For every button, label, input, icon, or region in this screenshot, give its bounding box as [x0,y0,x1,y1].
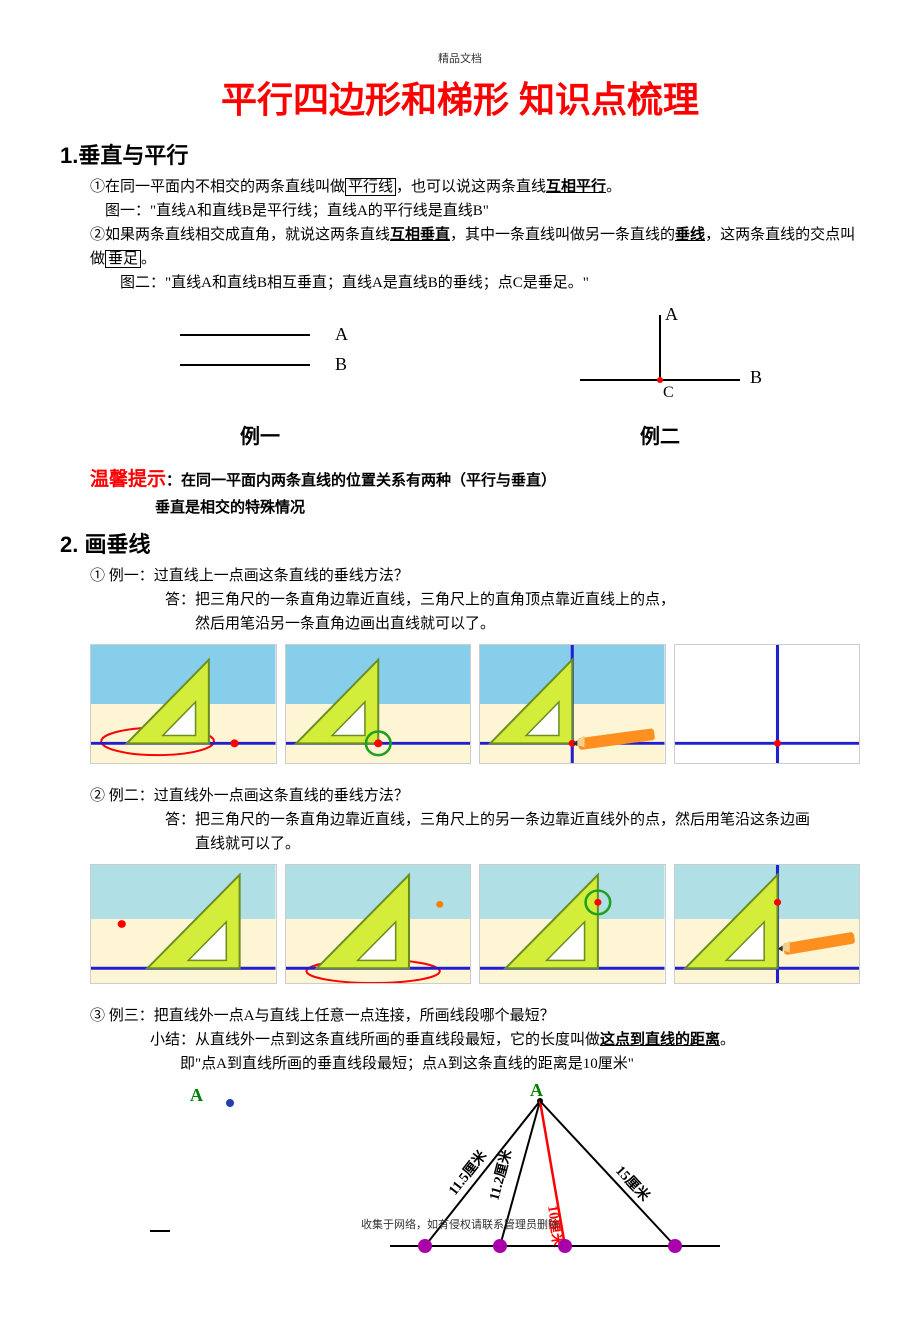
label-b: B [750,367,762,387]
s1-p1: ①在同一平面内不相交的两条直线叫做平行线，也可以说这两条直线互相平行。 [90,175,860,199]
example-2-label: 例二 [550,420,770,449]
s2-ex1-a1: 答：把三角尺的一条直角边靠近直线，三角尺上的直角顶点靠近直线上的点， [165,588,860,612]
text: 。 [720,1032,735,1048]
tri-cell [674,644,861,764]
text: 小结：从直线外一点到这条直线所画的垂直线段最短，它的长度叫做 [150,1032,600,1048]
header-note: 精品文档 [60,50,860,66]
underline-term: 互相垂直 [390,227,450,243]
label-a: A [530,1081,543,1100]
boxed-term: 平行线 [345,178,396,196]
seg-label: 11.2厘米 [485,1147,515,1202]
s2-ex1-a2: 然后用笔沿另一条直角边画出直线就可以了。 [195,612,860,636]
tip-text: ：在同一平面内两条直线的位置关系有两种（平行与垂直） [166,473,556,489]
label-b: B [335,354,347,374]
underline-term: 互相平行 [546,179,606,195]
example-2-diagram: A B C 例二 [550,305,770,449]
s1-p2: ②如果两条直线相交成直角，就说这两条直线互相垂直，其中一条直线叫做另一条直线的垂… [90,223,860,271]
foot-point [657,377,663,383]
s2-ex3-q: ③ 例三：把直线外一点A与直线上任意一点连接，所画线段哪个最短？ [90,1004,860,1028]
triangle-illustration-row-2 [90,864,860,984]
label-a: A [335,324,348,344]
tri-cell [479,864,666,984]
parallel-lines-icon: A B [150,305,370,415]
seg-label: 15厘米 [612,1162,654,1205]
footer-note: 收集于网络，如有侵权请联系管理员删除 [60,1216,860,1232]
tri-cell [285,644,472,764]
tip-label: 温馨提示 [90,469,166,490]
s1-fig1-caption: 图一："直线A和直线B是平行线；直线A的平行线是直线B" [105,199,860,223]
text: 。 [606,179,621,195]
s2-ex2-a1: 答：把三角尺的一条直角边靠近直线，三角尺上的另一条边靠近直线外的点，然后用笔沿这… [165,808,860,832]
tri-cell [90,644,277,764]
s2-ex2-a2: 直线就可以了。 [195,832,860,856]
tri-cell [90,864,277,984]
text: ，也可以说这两条直线 [396,179,546,195]
tip-sub: 垂直是相交的特殊情况 [155,496,860,517]
s2-ex3-note: 即"点A到直线所画的垂直线段最短；点A到这条直线的距离是10厘米" [180,1052,860,1076]
example-diagrams: A B 例一 A B C 例二 [60,305,860,449]
underline-term: 这点到直线的距离 [600,1032,720,1048]
example-1-diagram: A B 例一 [150,305,370,449]
text: ①在同一平面内不相交的两条直线叫做 [90,179,345,195]
label-c: C [663,384,674,401]
section-2-heading: 2. 画垂线 [60,527,860,559]
s2-ex2-q: ② 例二：过直线外一点画这条直线的垂线方法？ [90,784,860,808]
tri-cell [285,864,472,984]
label-a: A [665,305,678,324]
distance-left-icon: A [140,1081,340,1236]
underline-term: 垂线 [675,227,705,243]
boxed-term: 垂足 [105,250,141,268]
s2-ex3-summary: 小结：从直线外一点到这条直线所画的垂直线段最短，它的长度叫做这点到直线的距离。 [150,1028,860,1052]
label-a: A [190,1085,203,1105]
perpendicular-lines-icon: A B C [550,305,770,415]
tip-line: 温馨提示：在同一平面内两条直线的位置关系有两种（平行与垂直） [90,464,860,491]
s2-ex1-q: ① 例一：过直线上一点画这条直线的垂线方法？ [90,564,860,588]
tri-cell [674,864,861,984]
s1-fig2-caption: 图二："直线A和直线B相互垂直；直线A是直线B的垂线；点C是垂足。" [120,271,860,295]
section-1-heading: 1.垂直与平行 [60,138,860,170]
example-1-label: 例一 [150,420,370,449]
tri-cell [479,644,666,764]
page-title: 平行四边形和梯形 知识点梳理 [60,71,860,123]
text: 。 [141,251,156,267]
text: ，其中一条直线叫做另一条直线的 [450,227,675,243]
triangle-illustration-row-1 [90,644,860,764]
text: ②如果两条直线相交成直角，就说这两条直线 [90,227,390,243]
